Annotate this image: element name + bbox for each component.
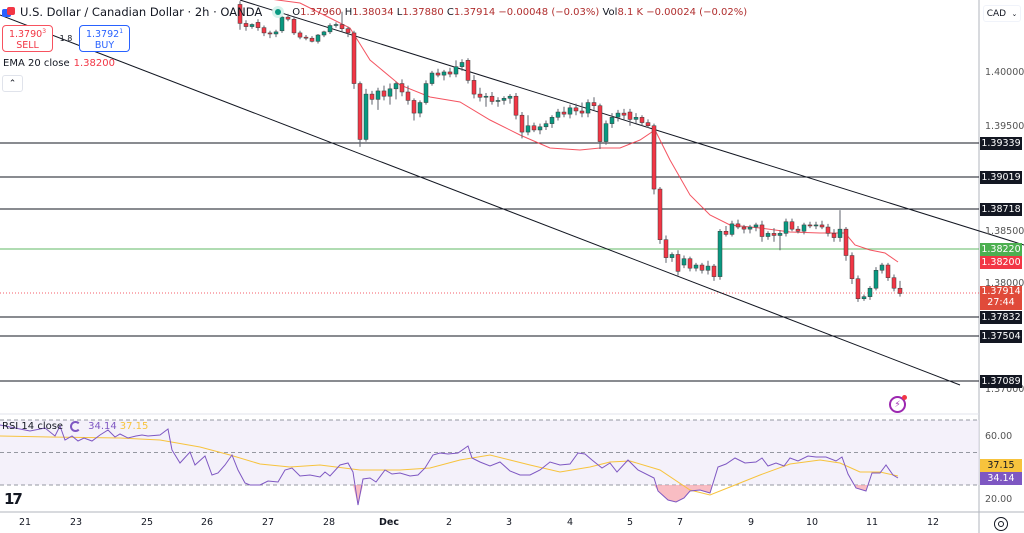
time-tick-label: 12 — [926, 517, 940, 528]
bar-countdown: 27:44 — [987, 297, 1015, 308]
time-tick-label: Dec — [379, 517, 399, 528]
rsi-tick-label: 20.00 — [985, 494, 1013, 505]
sell-button[interactable]: 1.37903 SELL — [2, 25, 53, 52]
symbol-legend: U.S. Dollar / Canadian Dollar · 2h · OAN… — [2, 5, 747, 19]
time-tick-label: 3 — [505, 517, 513, 528]
time-tick-label: 2 — [445, 517, 453, 528]
ema-value: 1.38200 — [73, 58, 115, 69]
ema-legend[interactable]: EMA 20 close 1.38200 — [3, 58, 115, 69]
flash-alert-icon[interactable]: ⚡ — [889, 395, 907, 413]
ema-price-tag: 1.38200 — [980, 256, 1022, 269]
time-tick-label: 26 — [200, 517, 214, 528]
time-tick-label: 7 — [676, 517, 684, 528]
level-price-tag: 1.38718 — [980, 203, 1022, 216]
chevron-down-icon: ⌄ — [1011, 9, 1018, 18]
price-tick-label: 1.38500 — [985, 226, 1024, 237]
level-price-tag: 1.39019 — [980, 171, 1022, 184]
time-tick-label: 23 — [69, 517, 83, 528]
low-value: 1.37880 — [402, 6, 444, 18]
ohlc-values: O1.37960 H1.38034 L1.37880 C1.37914 −0.0… — [292, 6, 748, 18]
rsi-tick-label: 60.00 — [985, 431, 1013, 442]
time-tick-label: 25 — [140, 517, 154, 528]
market-open-icon — [272, 6, 285, 18]
time-tick-label: 10 — [805, 517, 819, 528]
rsi-legend[interactable]: RSI 14 close 34.14 37.15 — [2, 421, 149, 432]
buy-button[interactable]: 1.37921 BUY — [79, 25, 130, 52]
price-tick-label: 1.37000 — [985, 384, 1024, 395]
price-tick-label: 1.38000 — [985, 278, 1024, 289]
level-tag-green: 1.38220 — [980, 243, 1022, 256]
price-tick-label: 1.39500 — [985, 121, 1024, 132]
time-tick-label: 5 — [626, 517, 634, 528]
volume-change: −0.00024 (−0.02%) — [646, 6, 748, 18]
price-tick-label: 1.40000 — [985, 67, 1024, 78]
time-tick-label: 28 — [322, 517, 336, 528]
currency-flag-icon — [2, 6, 16, 18]
last-price-tag: 1.37914 27:44 — [980, 286, 1022, 310]
collapse-legend-button[interactable]: ⌃ — [2, 75, 23, 92]
time-tick-label: 4 — [566, 517, 574, 528]
symbol-title[interactable]: U.S. Dollar / Canadian Dollar · 2h · OAN… — [20, 5, 263, 19]
rsi-value: 34.14 — [88, 421, 117, 432]
time-tick-label: 9 — [747, 517, 755, 528]
gear-icon[interactable] — [994, 517, 1008, 531]
rsi-value-tag: 37.15 — [980, 459, 1022, 472]
close-value: 1.37914 — [453, 6, 496, 18]
level-price-tag: 1.37832 — [980, 311, 1022, 324]
level-price-tag: 1.37089 — [980, 375, 1022, 388]
rsi-ma-value: 37.15 — [119, 421, 149, 432]
tradingview-logo-icon[interactable]: 17 — [4, 490, 23, 508]
level-price-tag: 1.39339 — [980, 137, 1022, 150]
spread-value: 1.8 — [59, 34, 73, 43]
trade-panel: 1.37903 SELL 1.8 1.37921 BUY — [2, 25, 130, 52]
level-price-tag: 1.37504 — [980, 330, 1022, 343]
time-tick-label: 27 — [261, 517, 275, 528]
open-value: 1.37960 — [300, 6, 342, 18]
currency-selector[interactable]: CAD ⌄ — [983, 5, 1021, 22]
volume-value: 8.1 K — [617, 6, 644, 18]
rsi-value-tag: 34.14 — [980, 472, 1022, 485]
chevron-up-icon: ⌃ — [8, 78, 17, 89]
time-tick-label: 11 — [865, 517, 879, 528]
change-value: −0.00048 (−0.03%) — [498, 6, 600, 18]
high-value: 1.38034 — [352, 6, 394, 18]
refresh-icon[interactable] — [70, 421, 82, 432]
time-tick-label: 21 — [18, 517, 32, 528]
